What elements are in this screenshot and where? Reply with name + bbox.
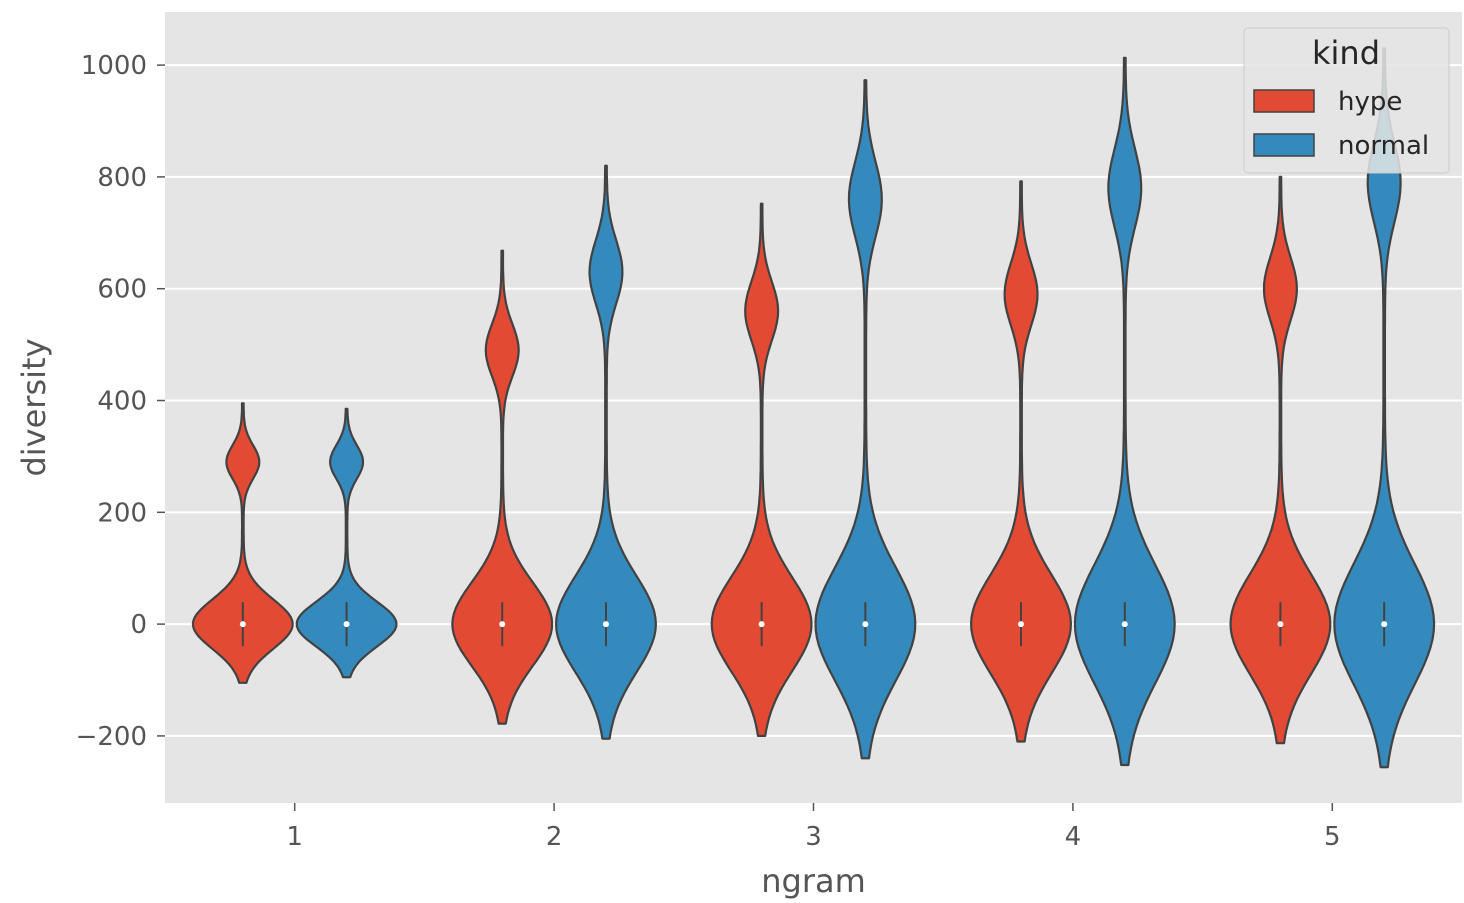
median-dot	[1121, 621, 1128, 628]
median-dot	[1381, 621, 1388, 628]
x-axis: 1 2 3 4 5	[286, 803, 1341, 852]
x-tick-label: 1	[286, 822, 303, 852]
legend-swatch-normal	[1253, 133, 1315, 157]
x-tick-label: 3	[805, 822, 822, 852]
violin-normal-4	[1073, 56, 1176, 767]
median-dot	[499, 621, 506, 628]
median-dot	[343, 621, 350, 628]
violin-hype-4	[970, 180, 1072, 743]
legend-label-normal: normal	[1338, 131, 1429, 161]
legend-label-hype: hype	[1338, 87, 1402, 117]
median-dot	[239, 621, 246, 628]
violin-normal-3	[814, 79, 917, 760]
violin-normal-1	[295, 407, 398, 679]
legend-items: hype normal	[1253, 87, 1429, 161]
y-tick-label: 0	[130, 610, 147, 640]
median-dot	[758, 621, 765, 628]
legend-title: kind	[1312, 34, 1380, 72]
y-tick-label: −200	[76, 722, 147, 752]
y-axis-label: diversity	[15, 338, 53, 476]
legend: kind hype normal	[1243, 27, 1450, 174]
y-axis: −200 0 200 400 600 800 1000	[76, 51, 165, 752]
y-tick-label: 400	[97, 387, 147, 417]
violin-hype-5	[1229, 175, 1332, 745]
x-axis-label: ngram	[761, 862, 866, 900]
median-dot	[1277, 621, 1284, 628]
y-tick-label: 800	[97, 163, 147, 193]
median-dot	[862, 621, 869, 628]
violin-hype-3	[710, 202, 813, 738]
x-tick-label: 4	[1065, 822, 1082, 852]
median-dot	[1018, 621, 1025, 628]
y-tick-label: 600	[97, 275, 147, 305]
violin-normal-2	[555, 164, 657, 740]
x-tick-label: 5	[1324, 822, 1341, 852]
x-tick-label: 2	[546, 822, 563, 852]
y-tick-label: 1000	[81, 51, 147, 81]
median-dot	[602, 621, 609, 628]
violins	[191, 47, 1436, 769]
violin-hype-1	[191, 402, 294, 684]
y-tick-label: 200	[97, 498, 147, 528]
violin-hype-2	[451, 249, 554, 725]
legend-swatch-hype	[1253, 89, 1315, 113]
